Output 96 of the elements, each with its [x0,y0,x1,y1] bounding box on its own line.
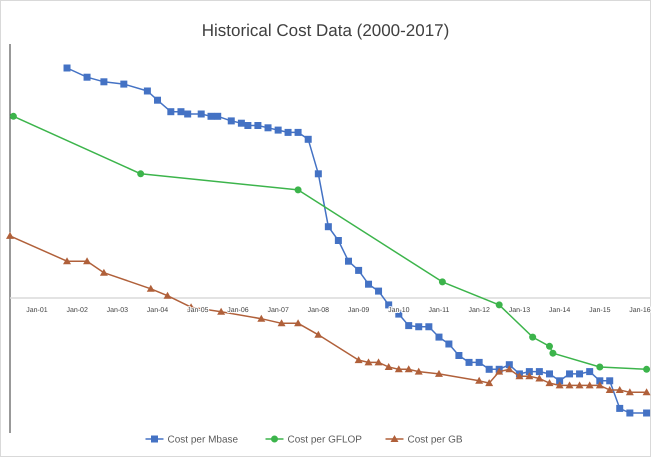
point [576,381,584,388]
point [100,78,108,86]
point [304,136,312,143]
point [63,257,72,264]
point [314,170,322,178]
point [217,308,226,315]
point [606,377,614,384]
point [374,358,383,366]
point [549,350,556,357]
point [238,120,245,127]
point [466,358,473,366]
point [294,319,302,326]
point [10,112,17,120]
point [496,301,503,308]
point [434,370,443,377]
point [344,258,352,265]
point [596,381,604,388]
point [228,117,235,124]
point [526,368,533,376]
point [546,342,553,350]
point [485,379,494,386]
point [626,410,634,416]
point [566,370,574,378]
point [164,292,172,299]
legend-label: Cost per GFLOP [288,434,362,446]
point [546,370,553,378]
point [405,322,412,330]
point [616,386,624,393]
point [314,330,322,338]
point [284,128,292,136]
point [375,288,382,295]
point [384,363,393,370]
point [506,361,513,368]
point [278,319,286,326]
point [566,381,574,388]
legend-label: Cost per GB [408,434,463,446]
point [475,376,484,384]
point [294,186,302,194]
point [546,379,554,386]
chart-title: Historical Cost Data (2000-2017) [202,21,450,40]
point [525,372,534,380]
point [586,381,594,388]
point [365,280,372,288]
point [120,80,128,88]
point [394,365,403,372]
point [6,232,14,239]
point [208,112,215,120]
point [415,323,422,330]
point [404,365,413,372]
point [264,124,272,132]
point [616,404,624,412]
point [144,88,151,94]
point [254,122,262,129]
point [214,112,222,120]
point [146,284,155,292]
point [324,223,332,230]
point [596,364,604,370]
point [274,126,282,134]
point [177,108,184,116]
point [445,340,452,348]
point [84,74,91,81]
point [643,366,650,373]
point [643,410,650,416]
point [586,368,594,376]
point [455,352,462,359]
point [355,266,362,274]
point [334,237,342,244]
point [64,64,71,72]
legend-label: Cost per Mbase [168,434,239,446]
point [438,278,446,286]
point [354,356,363,364]
point [425,323,432,330]
point [486,366,493,373]
point [137,170,144,178]
point [642,388,651,396]
point [294,128,302,136]
point [535,374,544,382]
point [414,368,423,375]
point [244,122,252,129]
point [505,365,514,372]
point [476,358,483,366]
point [167,108,174,116]
point [184,110,192,118]
point [198,110,205,118]
point [576,370,584,378]
point [529,334,536,341]
point [364,358,373,366]
point [536,368,543,376]
point [100,268,108,276]
point [83,257,92,264]
point [154,96,162,104]
point [626,388,634,396]
point [435,334,442,341]
point [556,381,564,388]
point [606,386,614,393]
point [257,314,266,322]
